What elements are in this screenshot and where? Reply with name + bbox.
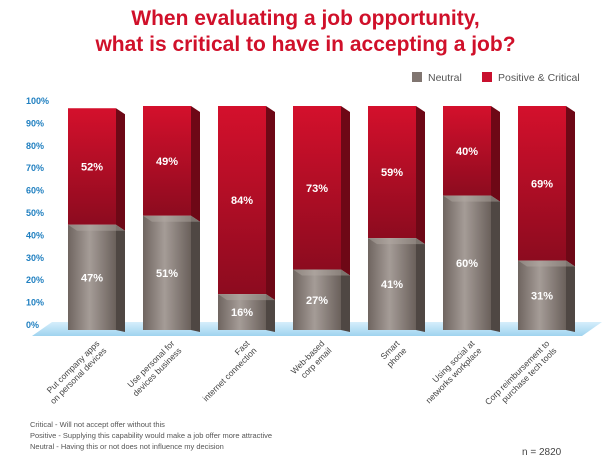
bar-positive-side xyxy=(266,106,275,301)
bar-positive-side xyxy=(191,106,200,222)
bar-positive xyxy=(218,106,266,295)
bar-neutral-side xyxy=(491,195,500,332)
data-label-positive: 84% xyxy=(231,195,253,207)
bar-neutral-side xyxy=(341,269,350,332)
data-label-neutral: 47% xyxy=(81,272,103,284)
x-tick-label: Smartphone xyxy=(378,338,409,369)
bar-neutral-side xyxy=(566,260,575,332)
bar-neutral xyxy=(518,260,566,330)
bar-group: 69% 31% xyxy=(518,106,575,332)
bar-group: 73% 27% xyxy=(293,106,350,332)
bar-positive-side xyxy=(566,106,575,267)
data-label-positive: 52% xyxy=(81,161,103,173)
bar-neutral-side xyxy=(266,294,275,332)
bar-neutral xyxy=(293,269,341,330)
bar-neutral-top xyxy=(143,215,200,222)
legend-label-positive: Positive & Critical xyxy=(498,72,580,84)
y-tick-label: 40% xyxy=(26,230,44,240)
y-tick-label: 0% xyxy=(26,320,39,330)
bar-neutral-top xyxy=(293,269,350,276)
bar-neutral xyxy=(218,294,266,330)
chart-title-line1: When evaluating a job opportunity, xyxy=(131,7,480,30)
bar-group: 49% 51% xyxy=(143,106,200,332)
bar-neutral-top xyxy=(368,238,425,245)
bar-positive-side xyxy=(416,106,425,245)
y-tick-label: 20% xyxy=(26,275,44,285)
data-label-positive: 69% xyxy=(531,178,553,190)
legend-label-neutral: Neutral xyxy=(428,72,462,84)
bar-positive xyxy=(443,106,491,196)
data-label-neutral: 31% xyxy=(531,290,553,302)
bar-positive xyxy=(518,106,566,261)
bar-positive xyxy=(368,106,416,239)
footnote-positive: Positive - Supplying this capability wou… xyxy=(30,431,273,440)
bar-group: 52% 47% xyxy=(68,108,125,332)
bar-neutral xyxy=(443,195,491,330)
bar-group: 59% 41% xyxy=(368,106,425,332)
data-label-neutral: 60% xyxy=(456,258,478,270)
y-tick-label: 80% xyxy=(26,141,44,151)
bar-neutral-top xyxy=(218,294,275,301)
data-label-neutral: 16% xyxy=(231,307,253,319)
data-label-positive: 73% xyxy=(306,183,328,195)
bar-group: 40% 60% xyxy=(443,106,500,332)
bar-neutral-side xyxy=(191,215,200,332)
bar-positive xyxy=(68,108,116,225)
bar-neutral-top xyxy=(68,224,125,231)
bar-positive-side xyxy=(491,106,500,202)
bar-neutral-side xyxy=(116,224,125,332)
y-tick-label: 10% xyxy=(26,298,44,308)
y-tick-label: 50% xyxy=(26,208,44,218)
bar-positive-side xyxy=(116,108,125,231)
x-tick-label: Fastinternet connection xyxy=(194,338,259,403)
bar-neutral-top xyxy=(518,260,575,267)
y-tick-label: 60% xyxy=(26,186,44,196)
chart-title-line2: what is critical to have in accepting a … xyxy=(95,33,516,56)
data-label-neutral: 27% xyxy=(306,295,328,307)
x-tick-label: Using social atnetworks workplace xyxy=(417,338,484,405)
x-tick-label: Use personal fordevices business xyxy=(124,338,184,398)
bar-neutral xyxy=(368,238,416,330)
footnote-neutral: Neutral - Having this or not does not in… xyxy=(30,442,224,451)
legend-swatch-neutral xyxy=(412,72,422,82)
data-label-neutral: 51% xyxy=(156,268,178,280)
footnote-critical: Critical - Will not accept offer without… xyxy=(30,420,165,429)
bar-positive xyxy=(293,106,341,270)
data-label-positive: 40% xyxy=(456,146,478,158)
legend-swatch-positive xyxy=(482,72,492,82)
y-tick-label: 90% xyxy=(26,118,44,128)
x-tick-label: Corp reimbursement topurchase tech tools xyxy=(483,338,559,414)
bar-neutral xyxy=(143,215,191,330)
y-tick-label: 100% xyxy=(26,96,49,106)
data-label-positive: 59% xyxy=(381,167,403,179)
x-tick-label: Web-basedcorp email xyxy=(289,338,334,383)
data-label-neutral: 41% xyxy=(381,279,403,291)
bar-neutral-top xyxy=(443,195,500,202)
sample-size: n = 2820 xyxy=(522,447,562,458)
bar-positive-side xyxy=(341,106,350,276)
bar-neutral xyxy=(68,224,116,330)
y-tick-label: 30% xyxy=(26,253,44,263)
data-label-positive: 49% xyxy=(156,156,178,168)
bar-positive xyxy=(143,106,191,216)
bar-group: 84% 16% xyxy=(218,106,275,332)
bar-neutral-side xyxy=(416,238,425,332)
x-tick-label: Put company appson personal devices xyxy=(41,338,109,406)
y-tick-label: 70% xyxy=(26,163,44,173)
